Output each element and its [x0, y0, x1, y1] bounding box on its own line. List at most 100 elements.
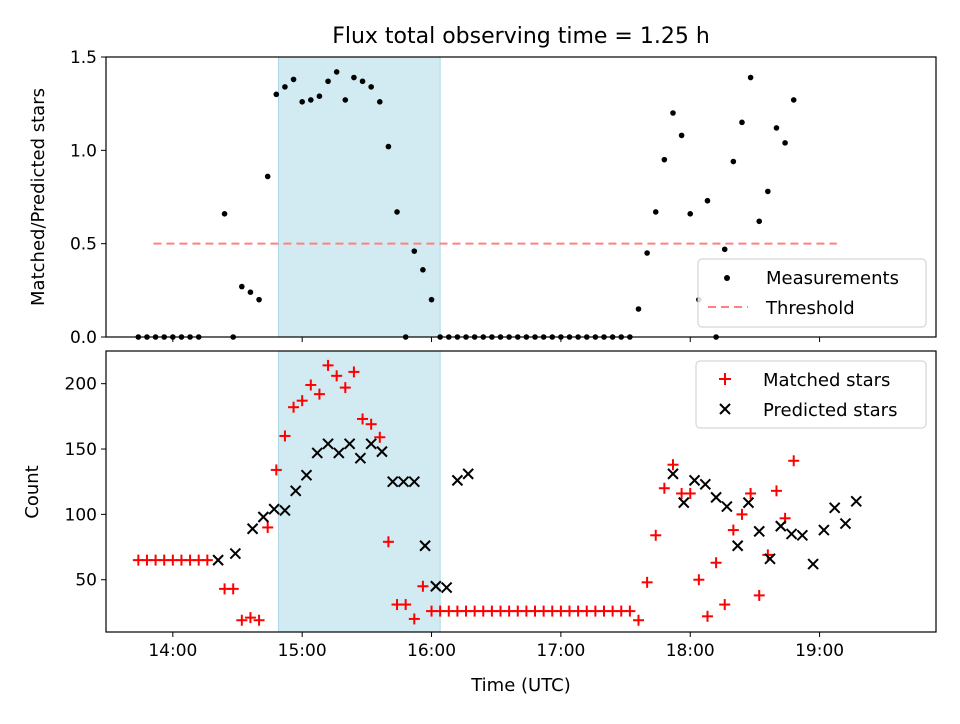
bottom-x-tick-label: 16:00 [407, 641, 456, 661]
predicted-point [796, 529, 809, 541]
matched-point [279, 430, 291, 442]
predicted-point [333, 447, 345, 459]
bottom-points-layer [132, 359, 862, 626]
matched-point [236, 614, 248, 626]
predicted-point [775, 520, 787, 532]
predicted-point [419, 540, 431, 552]
predicted-point [731, 540, 744, 552]
measurement-point [652, 209, 659, 215]
legend-predicted-label: Predicted stars [763, 400, 897, 421]
predicted-point [742, 496, 755, 509]
measurement-point [739, 119, 745, 126]
measurement-point [765, 188, 771, 195]
predicted-point [828, 502, 841, 514]
matched-point [374, 431, 386, 443]
bottom-axes-frame [105, 350, 937, 633]
legend-measurements-label: Measurements [766, 268, 899, 289]
bottom-x-axis-label: Time (UTC) [470, 675, 571, 696]
measurement-point [747, 74, 754, 81]
top-panel: 0.0 0.5 1.0 1.5 Matched/Predicted stars Mea… [28, 48, 937, 348]
matched-point [727, 524, 739, 536]
top-ticks-layer: 0.0 0.5 1.0 1.5 [70, 48, 821, 348]
bottom-y-axis-label: Count [22, 465, 43, 518]
matched-point [201, 554, 213, 566]
bottom-y-tick-label: 100 [65, 505, 97, 525]
measurement-point [670, 110, 676, 116]
measurement-point [730, 158, 737, 165]
measurement-point [290, 76, 297, 83]
predicted-point [246, 523, 259, 535]
matched-point [313, 388, 325, 400]
predicted-point [785, 528, 798, 540]
measurement-point [790, 97, 797, 103]
matched-point [288, 401, 300, 413]
measurement-point [635, 306, 642, 312]
top-y-tick-label: 0.5 [70, 235, 97, 255]
matched-point [400, 599, 412, 611]
measurement-point [359, 78, 366, 85]
matched-point [701, 610, 713, 622]
measurement-point [325, 78, 331, 85]
matched-point [227, 583, 239, 595]
matched-point [710, 557, 722, 569]
matched-point [624, 605, 636, 617]
matched-point [262, 521, 274, 533]
matched-point [684, 487, 696, 499]
measurement-point [411, 248, 418, 254]
matched-point [719, 599, 731, 611]
predicted-point [212, 554, 224, 566]
bottom-x-tick-label: 19:00 [795, 641, 844, 661]
matched-point [244, 612, 256, 624]
predicted-point [721, 500, 733, 513]
measurement-point [428, 296, 435, 303]
predicted-point [268, 503, 280, 515]
measurement-point [342, 97, 349, 103]
top-y-tick-label: 1.5 [70, 48, 97, 68]
measurement-point [661, 156, 668, 163]
predicted-point [300, 469, 313, 481]
legend-threshold-label: Threshold [765, 298, 855, 319]
predicted-point [322, 438, 334, 450]
matched-point [632, 614, 644, 626]
predicted-point [311, 447, 323, 459]
measurement-point [678, 132, 685, 139]
predicted-point [753, 525, 765, 538]
measurement-point [687, 211, 694, 217]
measurement-point [773, 125, 780, 131]
measurement-point [282, 84, 288, 90]
matched-point [331, 370, 343, 382]
matched-point [667, 459, 679, 471]
matched-point [736, 508, 748, 520]
predicted-point [365, 438, 377, 450]
bottom-panel: 50 100 150 200 14:00 15:00 16:00 17:00 18:00 19:0… [22, 350, 937, 696]
measurement-point [221, 211, 228, 217]
matched-point [322, 359, 334, 371]
predicted-point [462, 468, 474, 480]
predicted-point [354, 452, 367, 464]
measurement-point [256, 296, 262, 303]
predicted-point [764, 553, 776, 565]
matched-point [745, 487, 757, 499]
predicted-point [257, 511, 270, 523]
measurement-point [420, 267, 426, 273]
matched-point [650, 529, 662, 541]
bottom-highlight-span [277, 350, 441, 633]
predicted-point [818, 524, 830, 536]
predicted-point [699, 478, 712, 491]
measurement-point [376, 99, 383, 105]
measurement-point [308, 97, 314, 103]
measurement-point [264, 173, 271, 180]
predicted-point [839, 517, 852, 530]
measurement-point [721, 246, 728, 253]
top-legend-box [697, 258, 927, 328]
matched-point [417, 580, 429, 592]
top-y-tick-label: 1.0 [70, 141, 97, 161]
legend-matched-marker [719, 373, 731, 385]
top-highlight-layer [277, 56, 441, 338]
measurement-point [247, 289, 254, 296]
predicted-point [440, 581, 453, 594]
bottom-y-tick-label: 200 [65, 375, 97, 395]
predicted-point [343, 438, 356, 450]
matched-point [658, 482, 670, 494]
measurement-point [644, 250, 650, 256]
